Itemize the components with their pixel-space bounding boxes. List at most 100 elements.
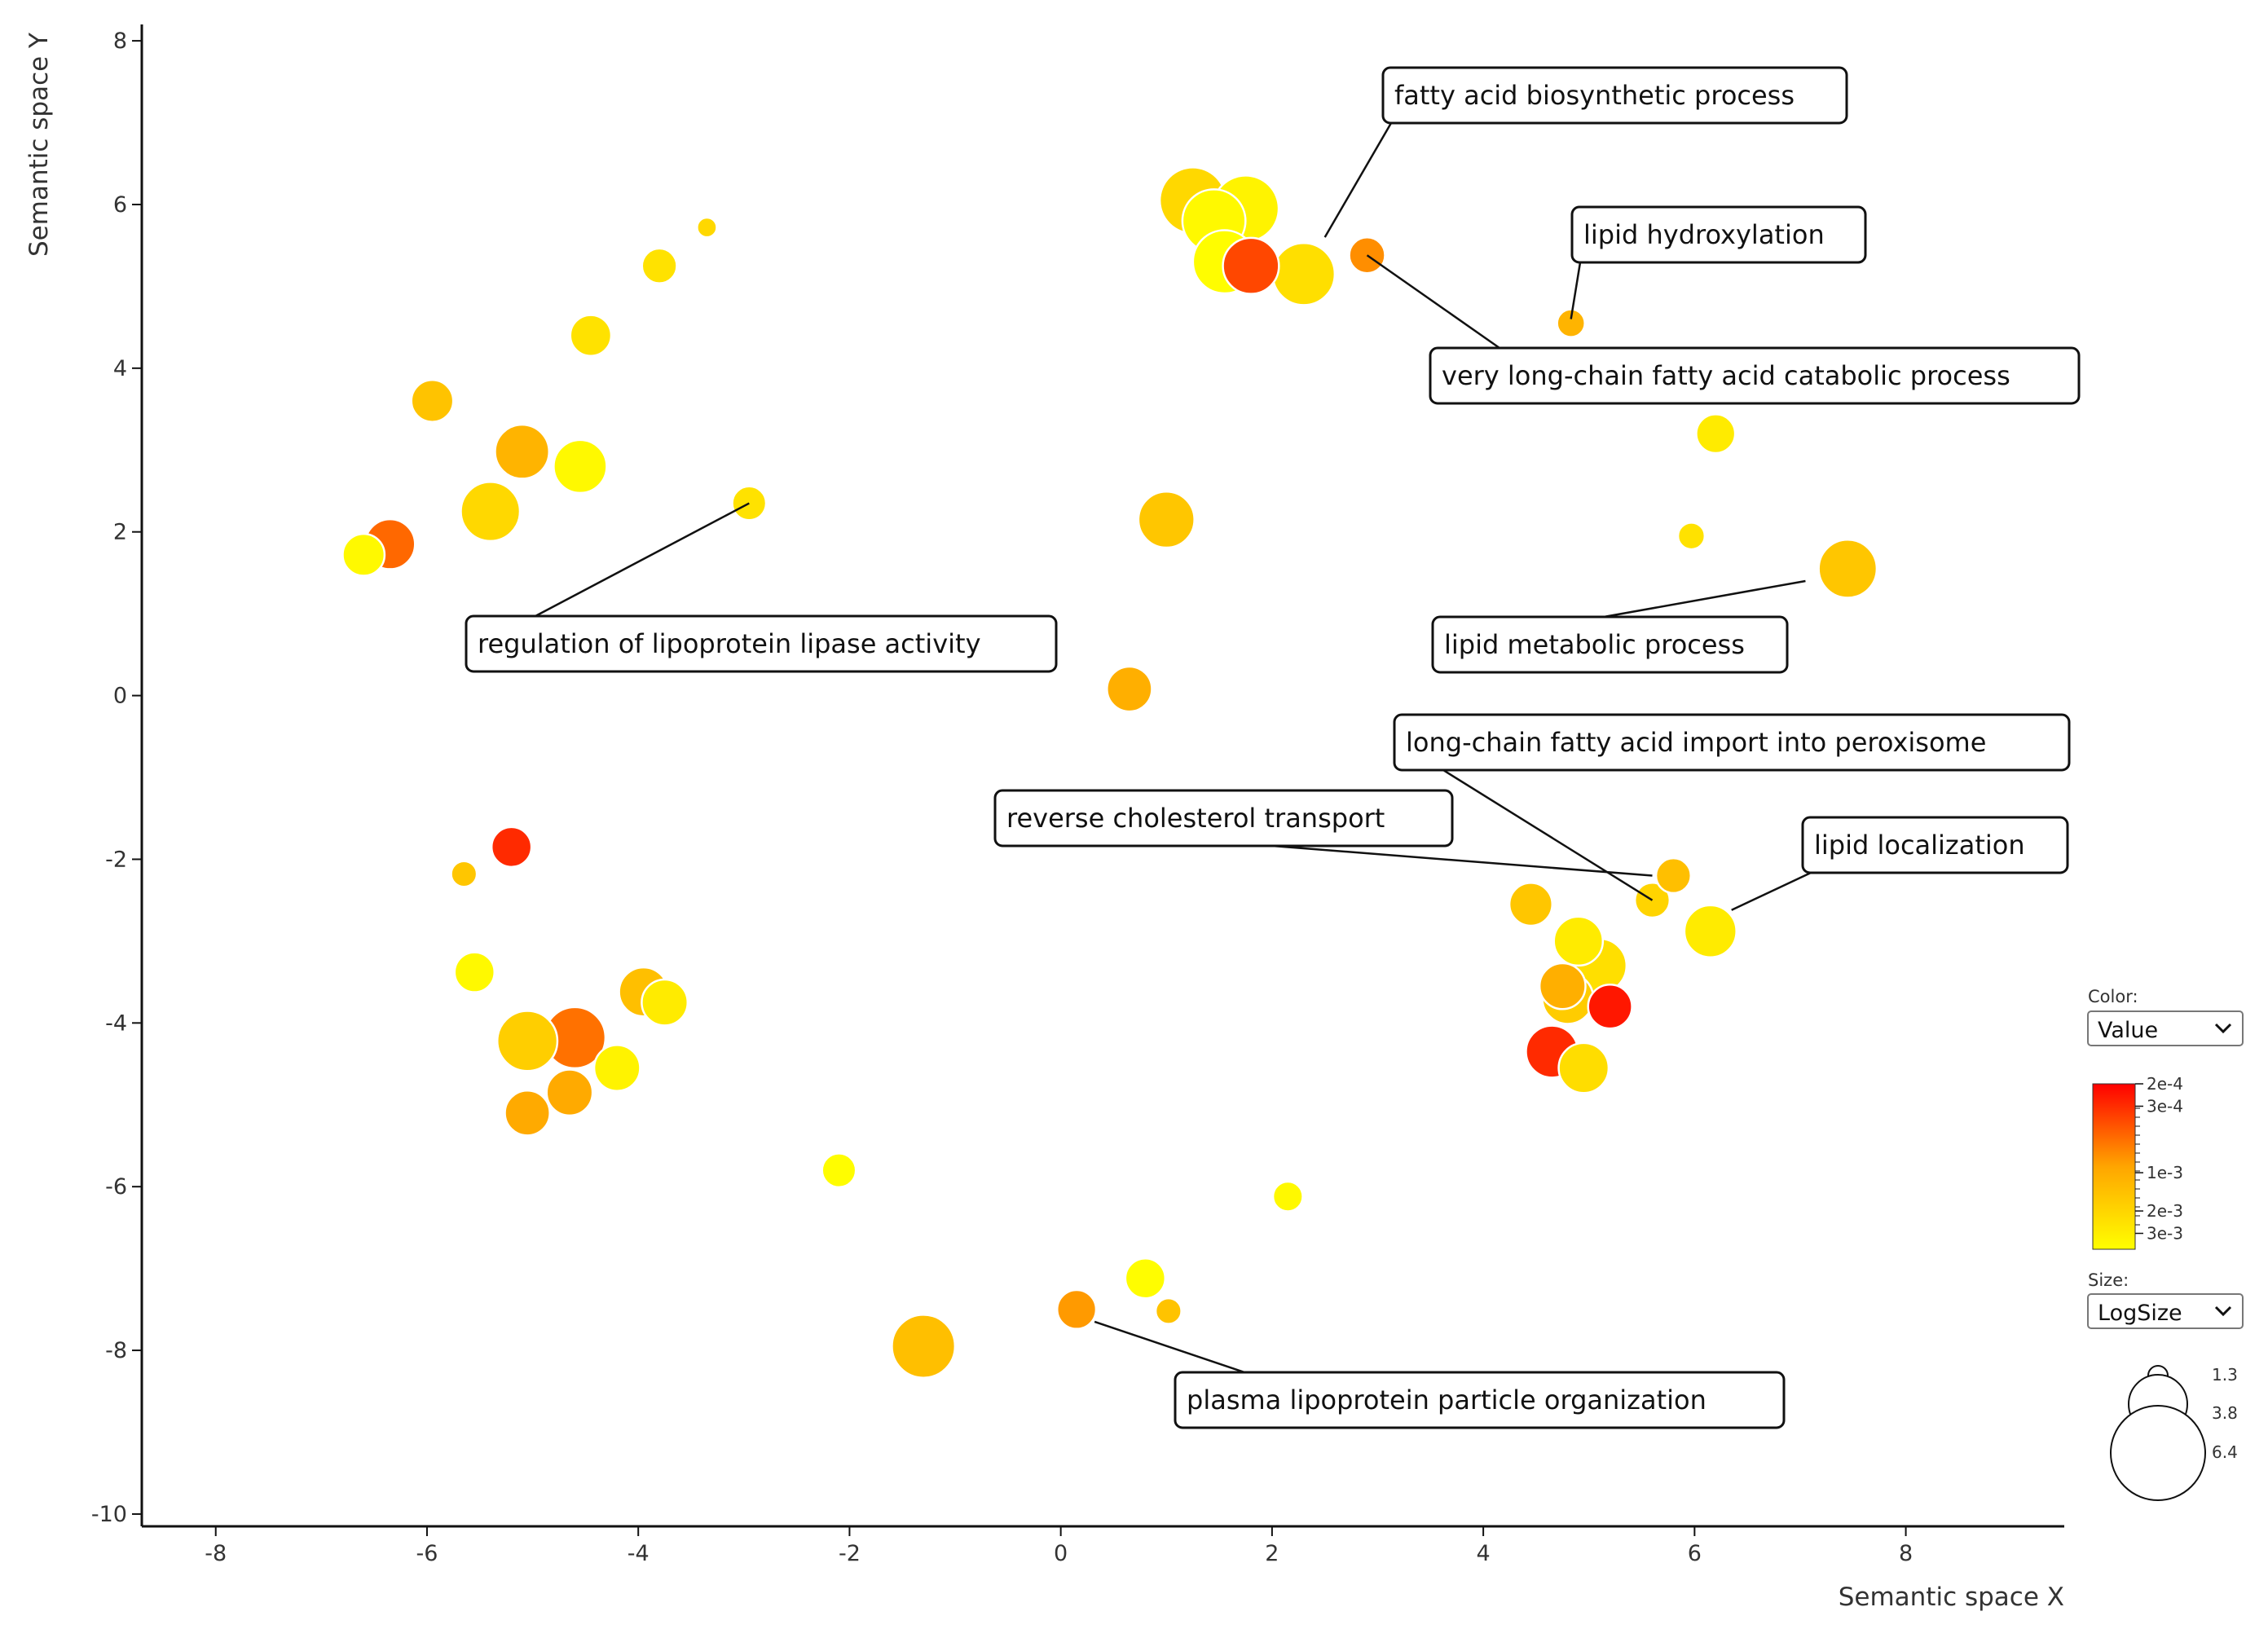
- annotation-label: plasma lipoprotein particle organization: [1174, 1371, 1786, 1429]
- bubble: [1695, 413, 1737, 455]
- y-tick-label: -6: [105, 1174, 127, 1200]
- bubble: [1557, 1041, 1610, 1094]
- bubble: [1137, 491, 1196, 549]
- x-tick-label: -6: [416, 1541, 438, 1566]
- bubble: [641, 978, 689, 1027]
- annotation-text: regulation of lipoprotein lipase activit…: [478, 628, 981, 659]
- bubble: [821, 1152, 857, 1189]
- annotation-text: plasma lipoprotein particle organization: [1187, 1385, 1707, 1415]
- size-select[interactable]: LogSize: [2087, 1293, 2244, 1329]
- y-axis-title: Semantic space Y: [24, 33, 54, 257]
- bubble: [1271, 1180, 1304, 1213]
- legend: Color: Value 2e-43e-41e-32e-33e-3 Size: …: [2087, 987, 2244, 1501]
- annotation-label: reverse cholesterol transport: [993, 789, 1454, 848]
- annotation-leaders: [535, 122, 1812, 1374]
- bubble: [1154, 1297, 1182, 1325]
- bubble: [553, 438, 608, 495]
- annotation-label: regulation of lipoprotein lipase activit…: [465, 614, 1058, 673]
- bubble: [1683, 904, 1737, 958]
- annotation-box: [1429, 346, 2081, 405]
- y-tick-label: 6: [113, 192, 127, 218]
- color-scale-tick-label: 3e-3: [2147, 1224, 2183, 1244]
- y-tick-label: -8: [105, 1338, 127, 1363]
- annotation-text: very long-chain fatty acid catabolic pro…: [1442, 360, 2010, 391]
- color-select[interactable]: Value: [2087, 1010, 2244, 1046]
- bubble: [641, 247, 678, 284]
- bubble: [696, 216, 718, 239]
- bubble: [495, 1010, 559, 1072]
- bubble: [1124, 1257, 1167, 1300]
- color-select-value: Value: [2098, 1018, 2158, 1043]
- bubble: [592, 1044, 641, 1092]
- annotation-box: [1431, 615, 1789, 674]
- annotation-leader-line: [1366, 254, 1500, 350]
- annotation-box: [1801, 816, 2069, 874]
- bubble: [460, 481, 522, 543]
- color-scale-bar: [2092, 1083, 2136, 1250]
- x-tick-label: -2: [839, 1541, 861, 1566]
- color-scale-ticks: 2e-43e-4 1e-3 2e-3 3e-3: [2135, 1074, 2183, 1244]
- annotation-box: [465, 614, 1058, 673]
- bubble: [1056, 1288, 1098, 1330]
- color-scale-tick-label: 2e-4: [2147, 1074, 2183, 1094]
- size-scale: 1.3 3.8 6.4: [2110, 1365, 2238, 1501]
- annotation-label: lipid localization: [1801, 816, 2069, 874]
- annotation-label: lipid hydroxylation: [1570, 205, 1867, 264]
- annotation-label: fatty acid biosynthetic process: [1381, 66, 1848, 125]
- bubble: [891, 1314, 957, 1380]
- annotation-box: [1381, 66, 1848, 125]
- annotation-text: fatty acid biosynthetic process: [1394, 80, 1795, 111]
- y-tick-label: 4: [113, 356, 127, 381]
- annotation-leader-line: [535, 502, 750, 618]
- x-tick-label: -8: [205, 1541, 227, 1566]
- bubble: [453, 951, 495, 993]
- x-axis-title: Semantic space X: [1839, 1583, 2064, 1612]
- bubble: [490, 826, 533, 869]
- annotation-leader-line: [1570, 262, 1582, 319]
- color-select-box[interactable]: [2087, 1010, 2244, 1046]
- annotation-text: lipid localization: [1814, 830, 2025, 861]
- annotation-text: long-chain fatty acid import into peroxi…: [1406, 727, 1986, 758]
- axes: [140, 24, 2064, 1528]
- size-legend-label: 3.8: [2212, 1403, 2238, 1423]
- bubble: [545, 1068, 594, 1117]
- annotation-labels: fatty acid biosynthetic process lipid hyd…: [465, 66, 2081, 1429]
- color-legend-title: Color:: [2088, 987, 2138, 1006]
- annotation-box: [1570, 205, 1867, 264]
- x-tick-label: 4: [1477, 1541, 1491, 1566]
- bubble: [1556, 308, 1586, 338]
- annotation-leader-line: [1442, 768, 1654, 901]
- bubble: [1817, 539, 1878, 599]
- annotation-leader-line: [1603, 579, 1806, 619]
- x-tick-label: 2: [1265, 1541, 1279, 1566]
- bubble: [504, 1089, 551, 1137]
- chevron-down-icon: [2214, 1023, 2232, 1034]
- annotation-leader-line: [1094, 1320, 1245, 1374]
- y-tick-label: -10: [91, 1502, 127, 1527]
- x-tick-label: 0: [1054, 1541, 1068, 1566]
- bubble: [494, 423, 551, 480]
- size-select-value: LogSize: [2098, 1301, 2182, 1326]
- annotation-leader-line: [1271, 844, 1653, 877]
- y-tick-label: 8: [113, 29, 127, 54]
- size-select-box[interactable]: [2087, 1293, 2244, 1329]
- annotation-text: lipid metabolic process: [1444, 629, 1745, 660]
- size-legend-label: 6.4: [2212, 1442, 2238, 1462]
- bubble: [1587, 984, 1633, 1030]
- color-scale-tick-label: 2e-3: [2147, 1201, 2183, 1221]
- bubble: [1676, 522, 1707, 551]
- annotation-box: [1174, 1371, 1786, 1429]
- annotation-leader-line: [1323, 122, 1393, 238]
- color-scale-tick-label: 3e-4: [2147, 1096, 2183, 1116]
- y-ticks: 8 6 4 2 0 -2 -4 -6 -8 -10: [91, 29, 142, 1527]
- x-ticks: -8 -6 -4 -2 0 2 4 6 8: [205, 1526, 1913, 1566]
- color-scale-tick-label: 1e-3: [2147, 1163, 2183, 1182]
- annotation-label: very long-chain fatty acid catabolic pro…: [1429, 346, 2081, 405]
- x-tick-label: 6: [1688, 1541, 1702, 1566]
- bubble: [1508, 882, 1554, 927]
- chevron-down-icon: [2214, 1305, 2232, 1317]
- bubble: [1271, 241, 1337, 306]
- size-legend-title: Size:: [2088, 1270, 2129, 1290]
- bubble: [1552, 915, 1605, 967]
